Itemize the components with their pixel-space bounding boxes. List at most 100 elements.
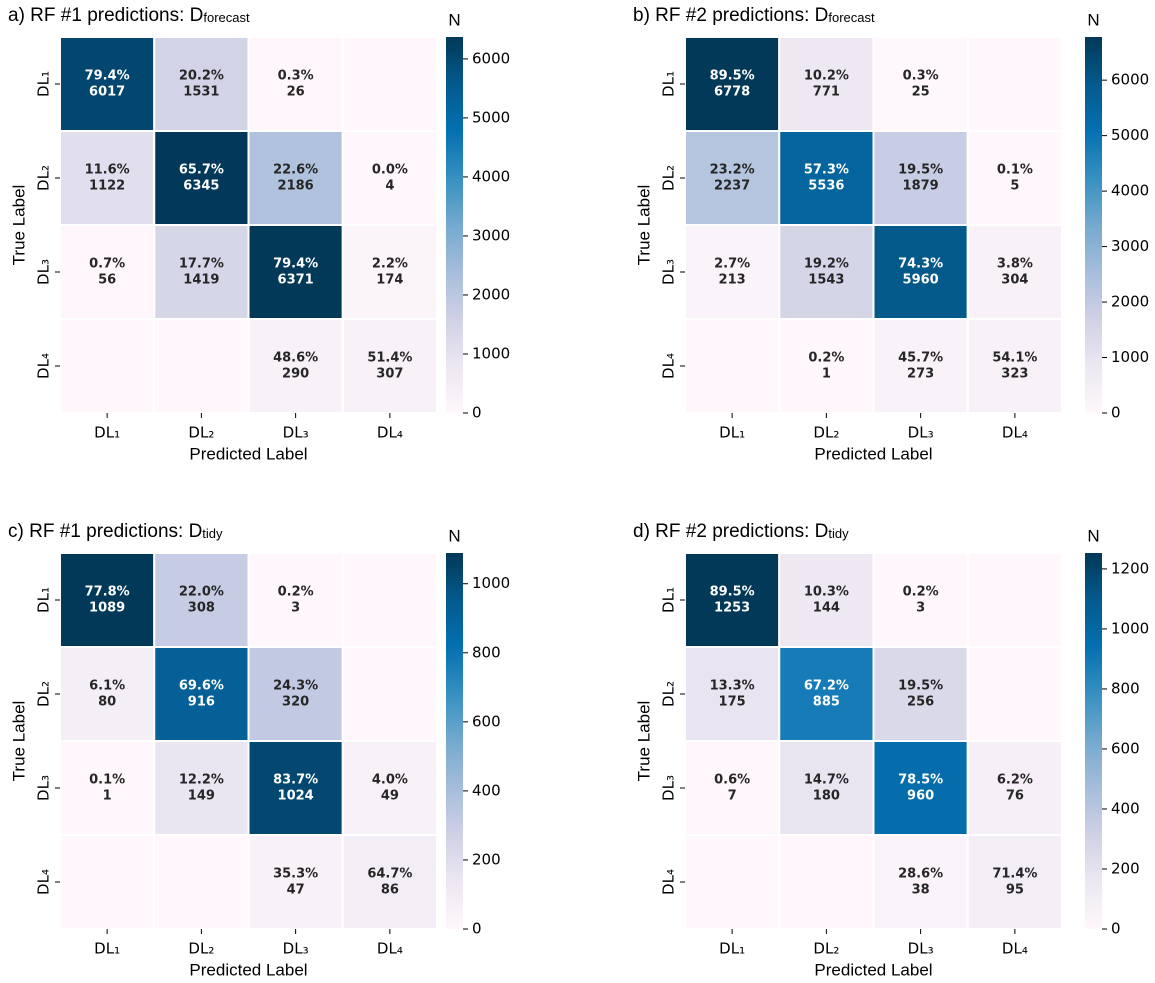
cell-percent: 79.4% (273, 257, 318, 272)
y-axis-label: True Label (634, 185, 653, 266)
cell-percent: 71.4% (992, 867, 1037, 882)
cell-percent: 6.1% (89, 679, 125, 694)
cell-percent: 51.4% (367, 351, 412, 366)
colorbar-tick-label: 2000 (472, 285, 510, 303)
heatmap-cell (153, 36, 250, 132)
cell-count: 2186 (278, 179, 314, 194)
colorbar-label: N (1087, 10, 1099, 29)
cell-count: 307 (376, 367, 403, 382)
y-tick-label: DL₄ (35, 869, 53, 895)
cell-percent: 0.1% (89, 773, 125, 788)
colorbar-tick-label: 6000 (1111, 71, 1149, 89)
x-tick-label: DL₁ (719, 940, 745, 958)
cell-count: 180 (813, 789, 840, 804)
y-tick-label: DL₃ (660, 775, 678, 801)
cell-count: 47 (287, 883, 305, 898)
cell-percent: 89.5% (710, 69, 755, 84)
colorbar-tick-label: 400 (1111, 799, 1140, 817)
cell-count: 1 (103, 789, 112, 804)
cell-percent: 35.3% (273, 867, 318, 882)
cell-count: 3 (291, 601, 300, 616)
colorbar-tick-label: 600 (1111, 739, 1140, 757)
heatmap-cell (684, 552, 781, 648)
colorbar-tick-label: 4000 (1111, 182, 1149, 200)
heatmap-cell (778, 552, 875, 648)
cell-count: 6778 (714, 85, 750, 100)
cell-percent: 2.2% (372, 257, 408, 272)
title-text: a) RF #1 predictions: D (8, 5, 203, 26)
colorbar-tick-label: 3000 (1111, 237, 1149, 255)
heatmap-cell (966, 36, 1063, 132)
cell-percent: 28.6% (898, 867, 943, 882)
cell-percent: 79.4% (85, 69, 130, 84)
heatmap-cell (778, 36, 875, 132)
colorbar-label: N (448, 526, 460, 545)
cell-percent: 2.7% (714, 257, 750, 272)
cell-count: 80 (98, 695, 116, 710)
y-tick-label: DL₃ (35, 775, 53, 801)
title-subscript: tidy (202, 526, 223, 541)
heatmap-cell (153, 740, 250, 836)
cell-count: 1253 (714, 601, 750, 616)
panel-title: d) RF #2 predictions: Dtidy (633, 521, 849, 542)
cell-percent: 22.6% (273, 163, 318, 178)
cell-count: 1024 (278, 789, 314, 804)
cell-percent: 4.0% (372, 773, 408, 788)
heatmap-cell (247, 224, 344, 320)
cell-count: 26 (287, 85, 305, 100)
heatmap-cell (341, 36, 438, 132)
cell-percent: 0.3% (903, 69, 939, 84)
x-tick-label: DL₁ (94, 940, 120, 958)
cell-percent: 77.8% (85, 585, 130, 600)
heatmap-cell (966, 224, 1063, 320)
heatmap-cell (341, 552, 438, 648)
cell-count: 320 (282, 695, 309, 710)
heatmap-cell (247, 318, 344, 414)
heatmap-cell (872, 224, 969, 320)
cell-percent: 0.7% (89, 257, 125, 272)
colorbar-tick-label: 5000 (472, 108, 510, 126)
y-axis-label: True Label (634, 701, 653, 782)
x-tick-label: DL₃ (283, 424, 309, 442)
cell-count: 323 (1001, 367, 1028, 382)
title-text: b) RF #2 predictions: D (633, 5, 828, 26)
colorbar-tick-label: 1000 (1111, 348, 1149, 366)
cell-count: 1531 (183, 85, 219, 100)
heatmap-cell (966, 834, 1063, 930)
cell-percent: 10.3% (804, 585, 849, 600)
cell-percent: 17.7% (179, 257, 224, 272)
colorbar-tick-label: 4000 (472, 167, 510, 185)
cell-percent: 13.3% (710, 679, 755, 694)
y-tick-label: DL₂ (35, 681, 53, 707)
colorbar-tick-label: 200 (472, 850, 501, 868)
cell-count: 1089 (89, 601, 125, 616)
colorbar (1085, 37, 1102, 413)
cell-count: 256 (907, 695, 934, 710)
cell-count: 1419 (183, 273, 219, 288)
cell-count: 86 (381, 883, 399, 898)
heatmap-cell (247, 130, 344, 226)
cell-percent: 65.7% (179, 163, 224, 178)
x-tick-label: DL₄ (1002, 424, 1028, 442)
cell-count: 771 (813, 85, 840, 100)
cell-count: 149 (188, 789, 215, 804)
heatmap-cell (247, 834, 344, 930)
y-tick-label: DL₁ (660, 71, 678, 97)
cell-count: 960 (907, 789, 934, 804)
cell-percent: 10.2% (804, 69, 849, 84)
cell-count: 25 (912, 85, 930, 100)
colorbar (446, 553, 463, 929)
colorbar-tick-label: 600 (472, 712, 501, 730)
cell-percent: 74.3% (898, 257, 943, 272)
cell-percent: 20.2% (179, 69, 224, 84)
x-tick-label: DL₁ (719, 424, 745, 442)
colorbar-tick-label: 1200 (1111, 559, 1149, 577)
panel-title: a) RF #1 predictions: Dforecast (8, 5, 250, 26)
cell-percent: 48.6% (273, 351, 318, 366)
cell-count: 175 (719, 695, 746, 710)
panel-title: c) RF #1 predictions: Dtidy (8, 521, 223, 542)
heatmap-cell (247, 36, 344, 132)
y-tick-label: DL₄ (660, 869, 678, 895)
heatmap-cell (872, 646, 969, 742)
cell-percent: 19.5% (898, 679, 943, 694)
